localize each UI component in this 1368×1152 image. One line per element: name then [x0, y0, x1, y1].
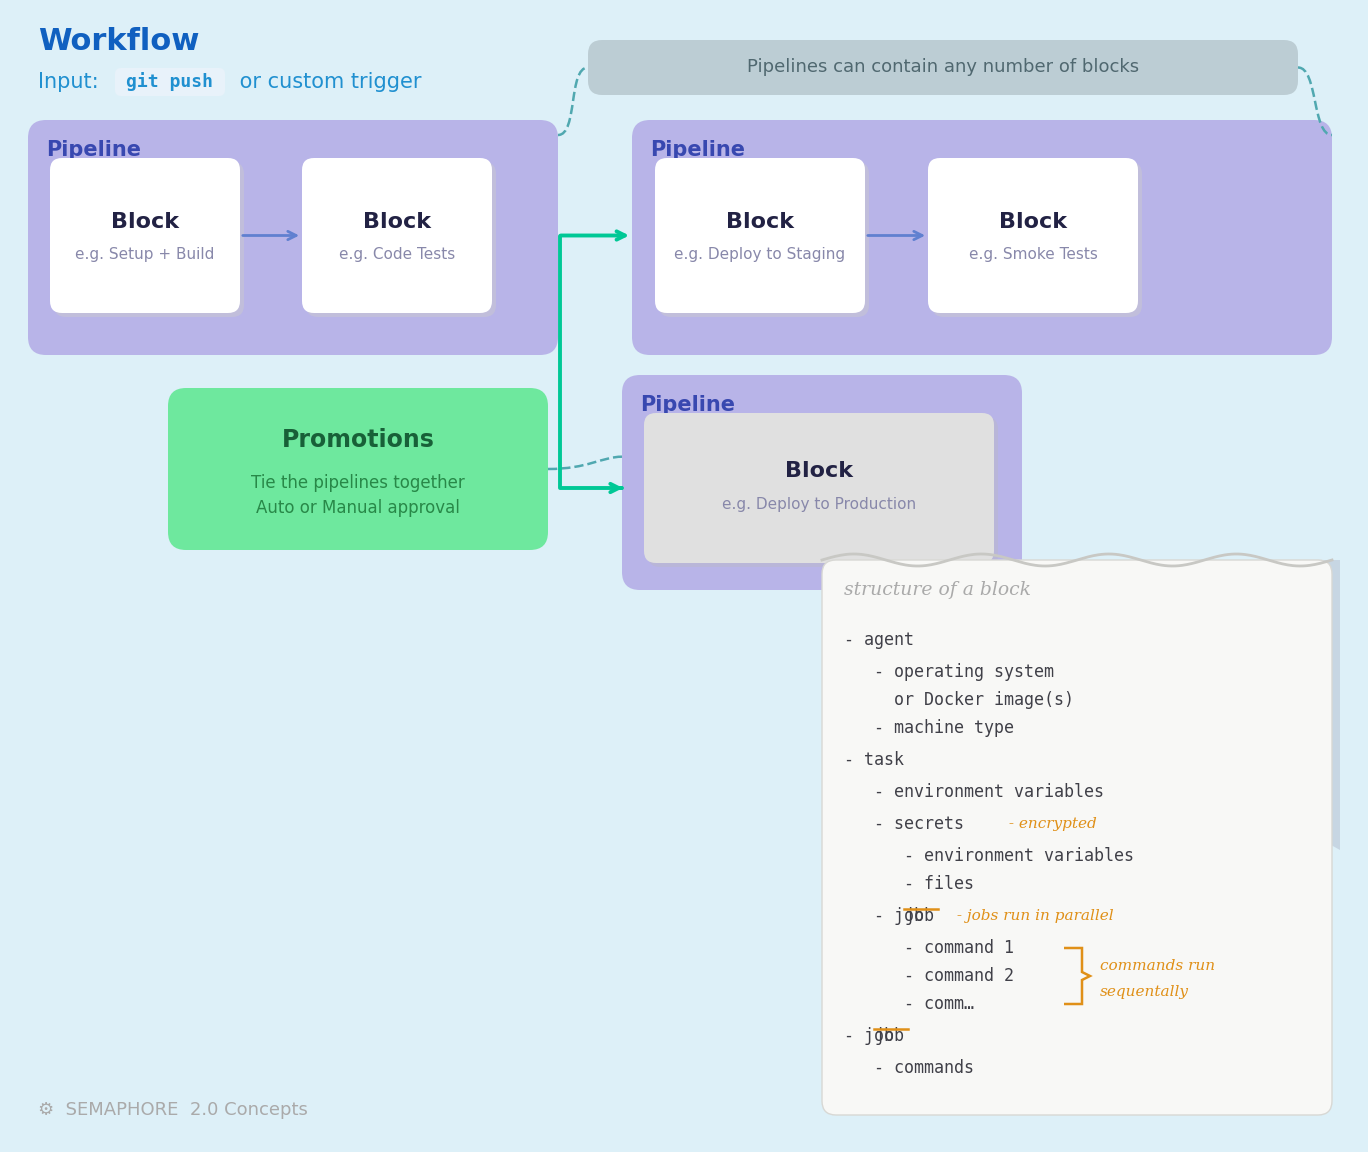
- Text: Input:: Input:: [38, 71, 105, 92]
- Text: or custom trigger: or custom trigger: [233, 71, 421, 92]
- FancyBboxPatch shape: [928, 158, 1138, 313]
- Text: e.g. Smoke Tests: e.g. Smoke Tests: [969, 247, 1097, 262]
- FancyBboxPatch shape: [655, 158, 865, 313]
- Text: e.g. Deploy to Staging: e.g. Deploy to Staging: [674, 247, 845, 262]
- FancyBboxPatch shape: [632, 120, 1332, 355]
- Text: sequentally: sequentally: [1100, 985, 1189, 999]
- Text: Promotions: Promotions: [282, 429, 435, 452]
- FancyBboxPatch shape: [115, 68, 224, 96]
- FancyBboxPatch shape: [302, 158, 492, 313]
- FancyBboxPatch shape: [51, 158, 239, 313]
- Text: Pipelines can contain any number of blocks: Pipelines can contain any number of bloc…: [747, 59, 1140, 76]
- FancyBboxPatch shape: [622, 376, 1022, 590]
- Text: Tie the pipelines together: Tie the pipelines together: [252, 473, 465, 492]
- Text: commands run: commands run: [1100, 958, 1215, 973]
- FancyBboxPatch shape: [168, 388, 549, 550]
- FancyBboxPatch shape: [53, 162, 244, 317]
- Text: Block: Block: [726, 212, 793, 232]
- Text: e.g. Setup + Build: e.g. Setup + Build: [75, 247, 215, 262]
- Text: structure of a block: structure of a block: [844, 581, 1031, 599]
- Text: Pipeline: Pipeline: [47, 141, 141, 160]
- Text: Pipeline: Pipeline: [640, 395, 735, 415]
- Text: - environment variables: - environment variables: [874, 783, 1104, 801]
- FancyBboxPatch shape: [932, 162, 1142, 317]
- FancyBboxPatch shape: [306, 162, 497, 317]
- Text: e.g. Deploy to Production: e.g. Deploy to Production: [722, 498, 917, 513]
- Text: - jobs run in parallel: - jobs run in parallel: [952, 909, 1114, 923]
- Text: - job: - job: [874, 907, 923, 925]
- Polygon shape: [819, 560, 1341, 850]
- Text: - secrets: - secrets: [874, 814, 964, 833]
- Text: - agent: - agent: [844, 631, 914, 649]
- Text: job: job: [904, 907, 934, 925]
- Text: git push: git push: [126, 73, 213, 91]
- Text: ⚙  SEMAPHORE  2.0 Concepts: ⚙ SEMAPHORE 2.0 Concepts: [38, 1101, 308, 1119]
- Text: - task: - task: [844, 751, 904, 770]
- FancyBboxPatch shape: [659, 162, 869, 317]
- Text: Block: Block: [999, 212, 1067, 232]
- Text: - commands: - commands: [874, 1059, 974, 1077]
- Text: Pipeline: Pipeline: [650, 141, 746, 160]
- Text: job: job: [874, 1026, 904, 1045]
- Text: Block: Block: [785, 461, 854, 482]
- Text: - encrypted: - encrypted: [1004, 817, 1097, 831]
- FancyBboxPatch shape: [648, 417, 999, 567]
- Text: - environment variables: - environment variables: [904, 847, 1134, 865]
- Text: - comm…: - comm…: [904, 995, 974, 1013]
- FancyBboxPatch shape: [644, 414, 995, 563]
- Text: - command 1: - command 1: [904, 939, 1014, 957]
- FancyBboxPatch shape: [588, 40, 1298, 94]
- Text: or Docker image(s): or Docker image(s): [874, 691, 1074, 708]
- Text: - machine type: - machine type: [874, 719, 1014, 737]
- FancyBboxPatch shape: [822, 560, 1332, 1115]
- Text: - job: - job: [844, 1026, 895, 1045]
- Text: Block: Block: [111, 212, 179, 232]
- Text: - operating system: - operating system: [874, 664, 1053, 681]
- Text: - command 2: - command 2: [904, 967, 1014, 985]
- Text: Auto or Manual approval: Auto or Manual approval: [256, 499, 460, 517]
- Text: Block: Block: [363, 212, 431, 232]
- Text: Workflow: Workflow: [38, 28, 200, 56]
- FancyBboxPatch shape: [27, 120, 558, 355]
- Text: - files: - files: [904, 876, 974, 893]
- Text: e.g. Code Tests: e.g. Code Tests: [339, 247, 456, 262]
